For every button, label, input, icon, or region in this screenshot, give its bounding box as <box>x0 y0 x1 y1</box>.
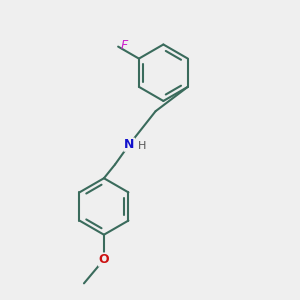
Text: N: N <box>124 138 134 151</box>
Text: H: H <box>137 141 146 151</box>
Text: O: O <box>99 253 109 266</box>
Text: F: F <box>121 39 128 52</box>
